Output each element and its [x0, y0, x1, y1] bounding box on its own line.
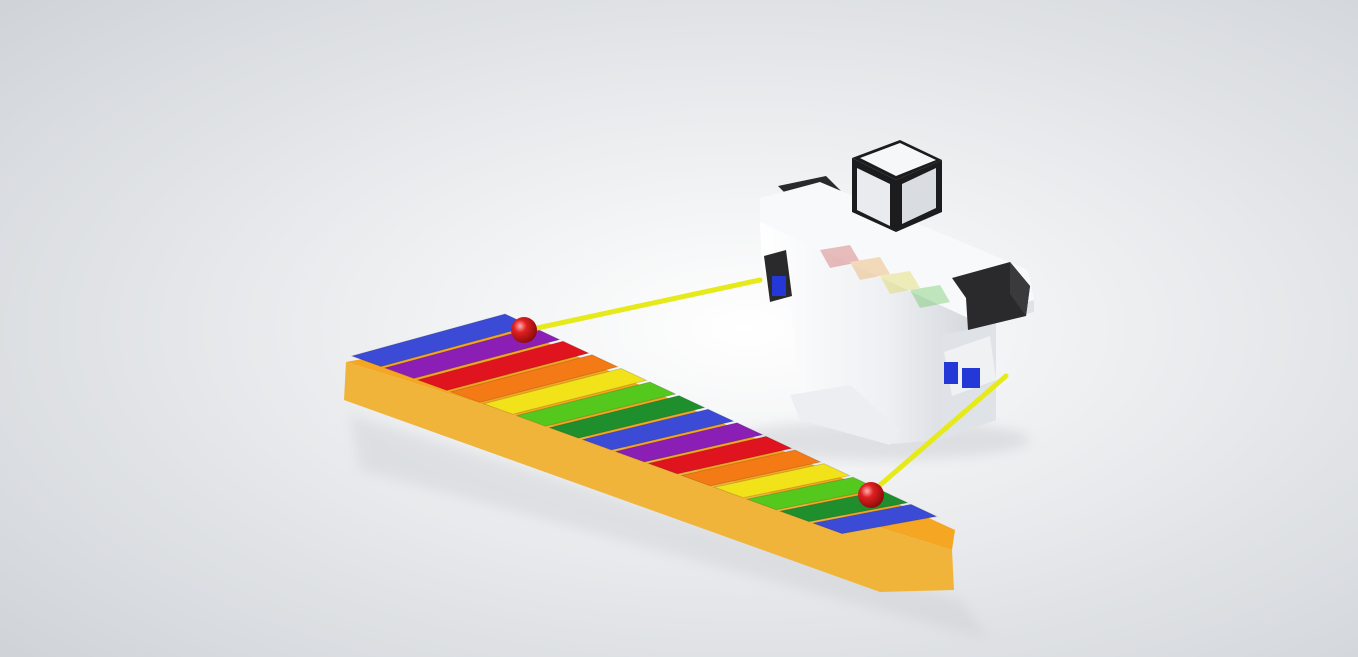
xylophone-bars [350, 313, 939, 535]
robot-servo-accent-right [944, 362, 958, 384]
xylophone-bar [613, 422, 765, 463]
mallet-stick-left [525, 277, 763, 333]
xylophone [344, 313, 955, 592]
xylophone-bar [383, 327, 561, 379]
xylophone-bar [482, 367, 648, 415]
robot [760, 140, 1034, 445]
xylophone-bar [811, 503, 939, 535]
robot-servo-accent-left [772, 276, 786, 296]
xylophone-bar [679, 449, 823, 487]
robot-front-face [760, 222, 968, 444]
robot-body-reflection [820, 245, 950, 308]
mallets [511, 277, 1009, 508]
xylophone-bar [580, 408, 736, 451]
xylophone-bar [547, 395, 707, 439]
xylophone-bar [514, 381, 678, 427]
mallet-stick-right [869, 373, 1009, 495]
xylophone-bar [449, 354, 619, 403]
xylophone-bar [646, 435, 794, 475]
robot-head [852, 140, 942, 232]
xylophone-bar [712, 463, 852, 499]
xylophone-bar [416, 340, 590, 391]
robot-foot-plate [790, 385, 900, 445]
robot-servo-accent-right-2 [962, 368, 980, 388]
xylophone-base-front [344, 362, 954, 592]
mallet-head-right [858, 482, 884, 508]
mallet-head-left [511, 317, 537, 343]
